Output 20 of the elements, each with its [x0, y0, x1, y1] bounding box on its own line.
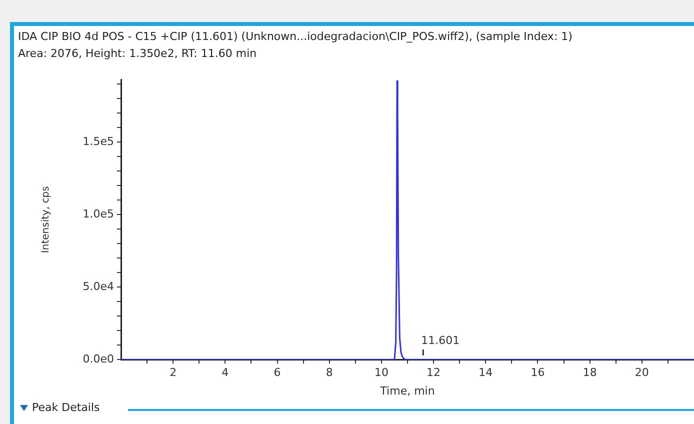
x-tick-label: 6 [274, 366, 281, 380]
y-tick-label: 1.0e5 [82, 207, 114, 220]
x-tick-label: 20 [634, 366, 649, 380]
annotation: 11.601 [421, 334, 460, 347]
x-tick-label: 16 [530, 366, 545, 380]
x-tick-label: 18 [582, 366, 597, 380]
x-tick-label: 4 [222, 366, 229, 380]
x-axis-title: Time, min [379, 384, 435, 398]
chart-subtitle: Area: 2076, Height: 1.350e2, RT: 11.60 min [18, 47, 257, 60]
chart-title: IDA CIP BIO 4d POS - C15 +CIP (11.601) (Unknown...iodegradacion\CIP_POS.wiff2), (sample Index: 1) [18, 30, 572, 43]
x-tick-label: 12 [426, 366, 441, 380]
x-tick-label: 8 [326, 366, 333, 380]
y-tick-label: 1.5e5 [82, 134, 114, 148]
y-tick-label: 0.0e0 [82, 352, 114, 366]
y-axis-title: Intensity, cps [40, 186, 52, 254]
y-tick-label: 5.0e4 [82, 280, 114, 293]
x-tick-label: 2 [170, 366, 177, 380]
x-tick-label: 10 [374, 366, 388, 380]
text: Peak Details [32, 401, 100, 414]
x-tick-label: 14 [478, 366, 493, 380]
